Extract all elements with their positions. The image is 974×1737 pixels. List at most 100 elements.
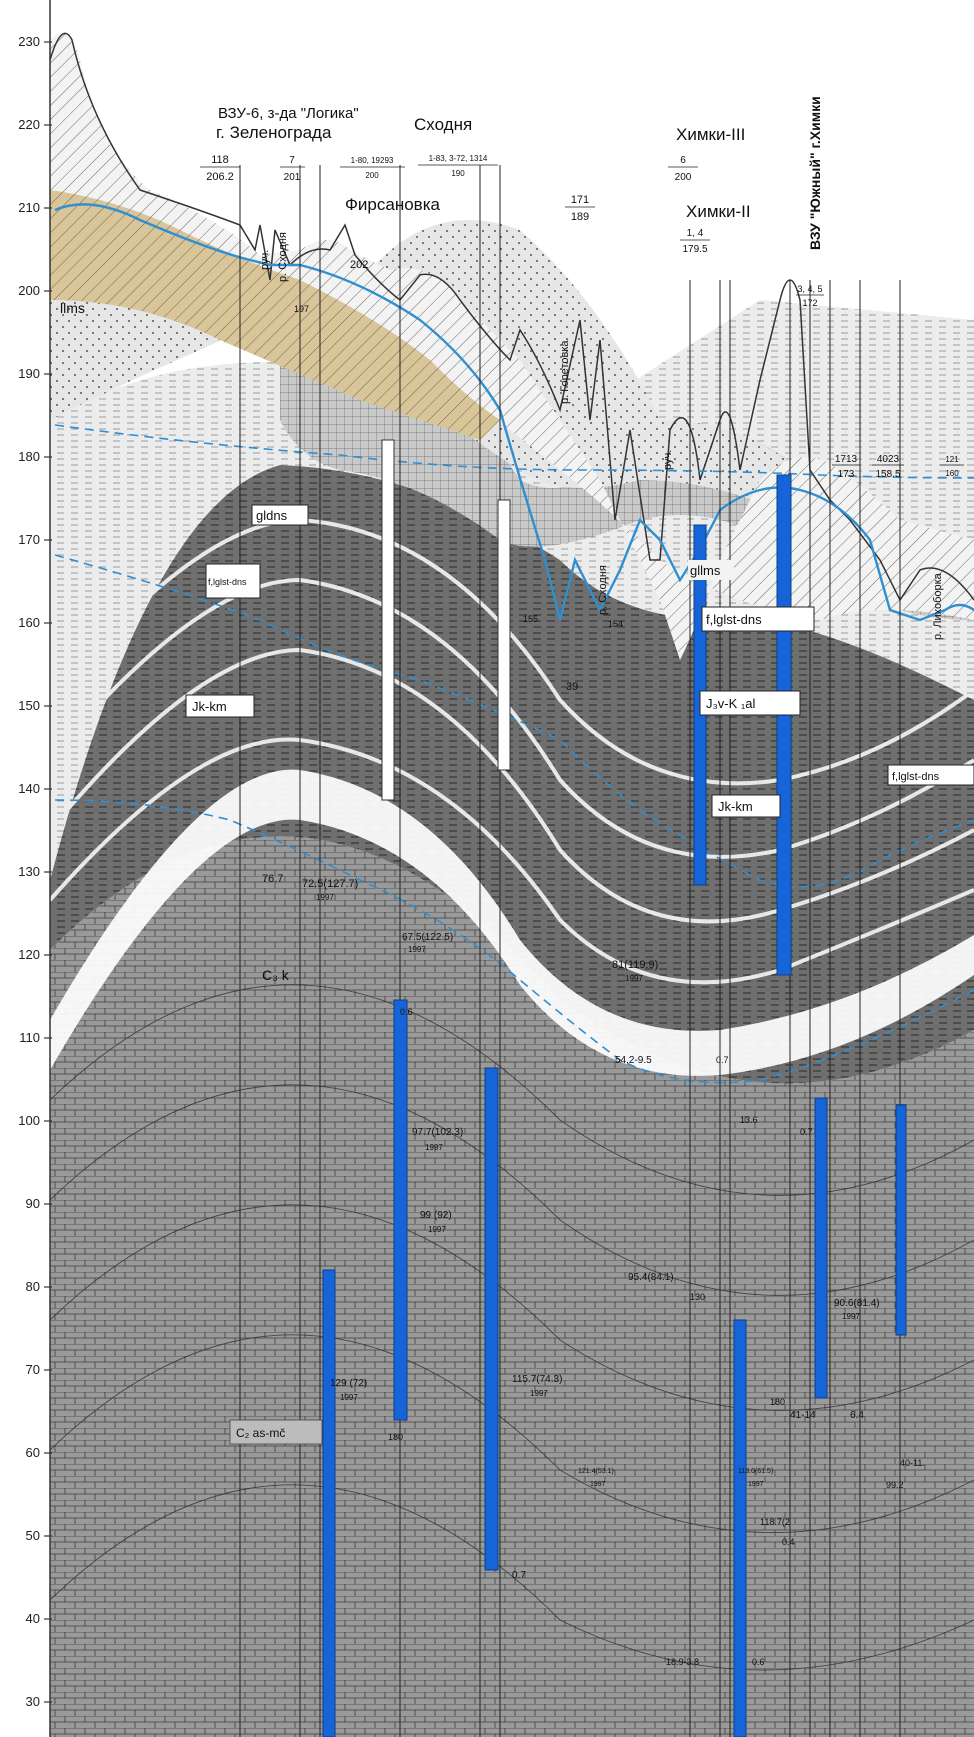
unit-gllms: gllms [690,563,721,578]
well-fractions: 118 206.2 7 201 1-80, 19293 200 1-83, 3-… [200,154,964,480]
well-number: 6 [680,155,686,166]
ground-surface [49,32,974,602]
head-value: 129 (72) [330,1378,367,1389]
well-number: 1713 [835,454,858,465]
well-elevation: 173 [838,469,855,480]
well-value: 18.9-3.8 [666,1657,699,1667]
well-number: 1-83, 3-72, 1314 [429,154,488,163]
head-year: 1997 [590,1481,606,1488]
well-value: 0.6 [400,1007,413,1017]
unit-jk-km: Jk-km [192,699,227,714]
tick-label: 230 [18,34,40,49]
label-khimki3: Химки-III [676,125,745,144]
unit-gldns: gldns [256,508,288,523]
annotation: 39 [566,681,578,693]
tick-label: 170 [18,532,40,547]
annotation: 197 [294,304,309,314]
depth-value: 180 [770,1397,785,1407]
tick-label: 120 [18,947,40,962]
well-value: 40-11. [900,1458,925,1468]
head-value: 97.7(102.3) [412,1127,463,1138]
well-elevation: 172 [802,298,817,308]
head-value: 115.7(74.3) [512,1374,562,1385]
well-elevation: 206.2 [206,171,234,183]
well-number: 4023 [877,454,900,465]
well-value: 0.7 [716,1055,729,1065]
well-number: 3, 4, 5 [797,284,822,294]
tick-label: 70 [26,1362,40,1377]
depth-value: 180 [388,1432,403,1442]
tick-label: 130 [18,864,40,879]
tick-label: 200 [18,283,40,298]
head-year: 1997 [748,1481,764,1488]
well-value: 41-14 [790,1410,816,1421]
well-elevation: 200 [675,172,692,183]
unit-c3k: C₃ k [262,967,290,983]
head-year: 1997 [842,1312,860,1321]
water-table-lines [54,203,974,622]
well-elevation: 200 [365,171,379,180]
label-vzu-yuzhny: ВЗУ "Южный" г.Химки [807,96,823,250]
head-value: 113.0(61.5) [738,1468,773,1475]
tick-label: 50 [26,1528,40,1543]
head-year: 1997 [408,945,426,954]
river-label: р. Сходня [277,232,289,282]
annotations: 202 197 155 154 39 76.7 72.5(127.7) 1997… [262,259,925,1667]
annotation: 155 [523,614,538,624]
head-value: 76.7 [262,873,283,885]
head-year: 1997 [625,974,643,983]
tick-label: 150 [18,698,40,713]
c3k-white-bands [48,517,974,985]
head-value: 72.5(127.7) [302,878,358,890]
tick-label: 90 [26,1196,40,1211]
unit-llms: llms [60,300,85,316]
tick-label: 60 [26,1445,40,1460]
label-firsanovka: Фирсановка [345,195,441,214]
well-number: 118 [211,154,229,166]
well-number: 7 [289,155,295,166]
river-label: руч. [662,450,674,470]
head-year: 1997 [316,893,334,902]
unit-fglst-dns: f,lglst-dns [892,771,940,783]
axis-ticks [44,41,52,1703]
annotation: 202 [350,259,368,271]
tick-label: 220 [18,117,40,132]
well-number: 121 [945,455,959,464]
tick-label: 190 [18,366,40,381]
layer-glms [50,33,974,661]
head-year: 1997 [340,1393,358,1402]
river-label: руч. [259,250,271,270]
head-year: 1997 [530,1389,548,1398]
head-value: 121.4(53.1) [578,1468,614,1475]
well-value: 6.4 [850,1410,864,1421]
well-elevation: 158.5 [875,469,900,480]
well-value: 99.2 [886,1480,904,1490]
tick-label: 160 [18,615,40,630]
label-zelenograd: г. Зеленограда [216,123,332,142]
well-casing-white [497,499,511,771]
tick-label: 30 [26,1694,40,1709]
head-year: 1997 [425,1143,443,1152]
unit-c2: C₂ as-mč [236,1426,285,1440]
label-vzu6: ВЗУ-6, з-да "Логика" [218,105,359,122]
head-value: 118.7(2 [760,1517,790,1527]
well-number: 1, 4 [687,228,704,239]
tick-label: 40 [26,1611,40,1626]
head-year: 1997 [428,1225,446,1234]
well-value: 13.6 [740,1115,758,1125]
head-value: 67.5(122.5) [402,932,453,943]
head-value: 81(119.9) [612,959,658,971]
well-value: 54.2-9.5 [615,1055,652,1066]
well-elevation: 189 [571,211,589,223]
label-khimki2: Химки-II [686,202,751,221]
river-label: р. Горетовка [559,340,571,404]
well-value: 0.6 [752,1657,765,1667]
unit-fglst-dns: f,lglst-dns [706,612,762,627]
annotation: 154 [608,619,623,629]
well-value: 0.4 [782,1537,795,1547]
unit-jk-km: Jk-km [718,799,753,814]
well-casing-white [381,439,395,801]
tick-label: 180 [18,449,40,464]
head-value: 95.4(84.1) [628,1272,674,1283]
